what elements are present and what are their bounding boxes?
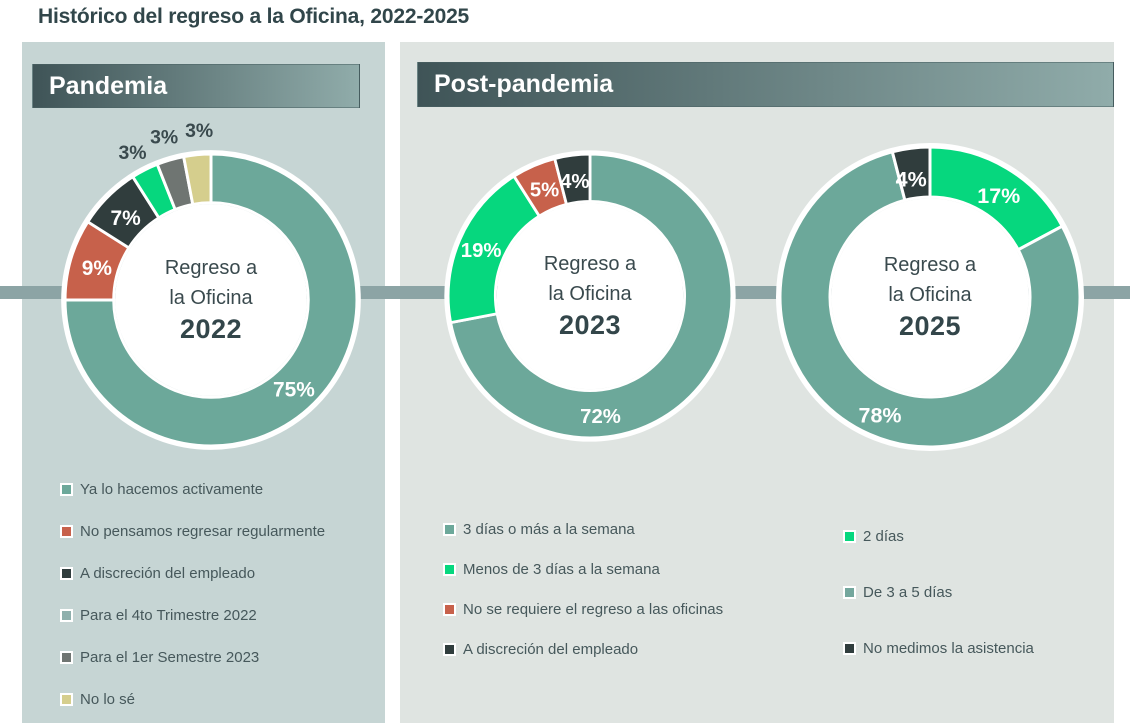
- center-line-1: Regreso a: [883, 254, 977, 276]
- legend-label: No se requiere el regreso a las oficinas: [463, 601, 724, 618]
- legend-swatch: [60, 483, 73, 496]
- post-pandemia-header-bar: Post-pandemia: [417, 62, 1114, 107]
- legend-item: 3 días o más a la semana: [443, 521, 635, 538]
- legend-item: Ya lo hacemos activamente: [60, 481, 263, 498]
- legend-label: No medimos la asistencia: [863, 640, 1034, 657]
- donut-2022-center-label: Regreso a la Oficina 2022: [31, 253, 391, 346]
- slice-percent-label: 19%: [461, 240, 502, 262]
- slice-percent-label: 3%: [150, 126, 178, 148]
- legend-label: Menos de 3 días a la semana: [463, 561, 660, 578]
- donut-chart-2023: 72% 19% 5% 4% Regreso a la Oficina 2023: [415, 121, 765, 471]
- center-line-2: la Oficina: [169, 287, 253, 309]
- slice-percent-label: 9%: [82, 257, 113, 280]
- legend-label: 3 días o más a la semana: [463, 521, 635, 538]
- legend-item: Para el 1er Semestre 2023: [60, 649, 259, 666]
- center-year: 2023: [558, 310, 622, 340]
- donut-2023-center-label: Regreso a la Oficina 2023: [415, 249, 765, 342]
- legend-label: No pensamos regresar regularmente: [80, 523, 326, 540]
- legend-swatch: [60, 567, 73, 580]
- pandemia-header-label: Pandemia: [49, 71, 168, 100]
- donut-2023-svg: 72% 19% 5% 4%: [444, 150, 736, 442]
- legend-label: De 3 a 5 días: [863, 584, 953, 601]
- legend-label: A discreción del empleado: [80, 565, 256, 582]
- post-pandemia-header-label: Post-pandemia: [434, 70, 614, 98]
- legend-swatch: [443, 523, 456, 536]
- pandemia-header-bar: Pandemia: [32, 64, 360, 108]
- legend-item: No lo sé: [60, 691, 135, 708]
- slice-percent-label: 3%: [118, 142, 146, 164]
- legend-item: No se requiere el regreso a las oficinas: [443, 601, 723, 618]
- legend-swatch: [443, 563, 456, 576]
- legend-swatch: [843, 586, 856, 599]
- legend-item: A discreción del empleado: [60, 565, 255, 582]
- center-line-1: Regreso a: [543, 253, 637, 275]
- legend-item: No medimos la asistencia: [843, 640, 1034, 657]
- legend-swatch: [443, 643, 456, 656]
- donut-chart-2022: 75% 9% 7% 3% 3% 3% Regreso a la Oficina 2022: [31, 120, 391, 480]
- slice-percent-label: 3%: [185, 120, 213, 142]
- legend-swatch: [60, 651, 73, 664]
- legend-label: Ya lo hacemos activamente: [80, 481, 264, 498]
- donut-2022-svg: 75%9%7%3%3% 3%: [61, 120, 361, 450]
- slice-percent-label: 17%: [977, 184, 1020, 208]
- legend-swatch: [60, 525, 73, 538]
- center-line-2: la Oficina: [888, 284, 972, 306]
- center-line-2: la Oficina: [548, 283, 632, 305]
- center-year: 2022: [179, 314, 243, 344]
- center-year: 2025: [898, 311, 962, 341]
- slice-percent-label: 78%: [858, 404, 901, 428]
- legend-label: 2 días: [863, 528, 904, 545]
- legend-swatch: [843, 530, 856, 543]
- legend-item: 2 días: [843, 528, 904, 545]
- slice-percent-label: 4%: [896, 167, 927, 191]
- legend-swatch: [443, 603, 456, 616]
- center-line-1: Regreso a: [164, 257, 258, 279]
- legend-label: Para el 1er Semestre 2023: [80, 649, 260, 666]
- donut-2025-svg: 17% 78% 4%: [776, 143, 1084, 451]
- slice-percent-label: 4%: [560, 171, 589, 193]
- legend-label: A discreción del empleado: [463, 641, 639, 658]
- legend-item: Para el 4to Trimestre 2022: [60, 607, 257, 624]
- legend-label: Para el 4to Trimestre 2022: [80, 607, 257, 624]
- legend-swatch: [60, 609, 73, 622]
- legend-item: A discreción del empleado: [443, 641, 638, 658]
- legend-item: De 3 a 5 días: [843, 584, 952, 601]
- page-title: Histórico del regreso a la Oficina, 2022…: [38, 5, 470, 28]
- slice-percent-label: 75%: [273, 378, 315, 401]
- legend-item: No pensamos regresar regularmente: [60, 523, 325, 540]
- donut-2025-center-label: Regreso a la Oficina 2025: [745, 250, 1115, 343]
- legend-item: Menos de 3 días a la semana: [443, 561, 660, 578]
- legend-label: No lo sé: [80, 691, 136, 708]
- legend-swatch: [843, 642, 856, 655]
- slice-percent-label: 7%: [110, 207, 141, 230]
- slice-percent-label: 5%: [530, 179, 559, 201]
- legend-swatch: [60, 693, 73, 706]
- donut-chart-2025: 17% 78% 4% Regreso a la Oficina 2025: [745, 112, 1115, 482]
- slice-percent-label: 72%: [580, 406, 621, 428]
